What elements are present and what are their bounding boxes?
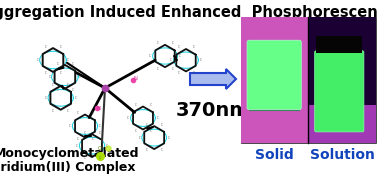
Text: C: C bbox=[170, 58, 172, 62]
Text: C: C bbox=[161, 123, 163, 127]
Text: C: C bbox=[84, 131, 85, 135]
FancyBboxPatch shape bbox=[314, 51, 364, 132]
Text: C: C bbox=[178, 71, 180, 75]
Bar bbox=[308, 105, 376, 143]
Text: C: C bbox=[135, 103, 136, 107]
Text: C: C bbox=[138, 136, 140, 140]
Text: C: C bbox=[150, 103, 151, 107]
Text: C: C bbox=[59, 45, 61, 49]
Text: C: C bbox=[99, 157, 101, 161]
Text: Ir: Ir bbox=[106, 87, 110, 92]
Text: C: C bbox=[91, 111, 93, 115]
FancyBboxPatch shape bbox=[247, 40, 301, 110]
Text: C: C bbox=[127, 116, 129, 120]
Text: Cl: Cl bbox=[98, 146, 102, 150]
Text: Solution: Solution bbox=[310, 148, 375, 162]
Text: C: C bbox=[106, 144, 108, 148]
Text: C: C bbox=[91, 137, 93, 141]
Text: C: C bbox=[67, 83, 69, 87]
Text: C: C bbox=[79, 75, 81, 79]
Text: C: C bbox=[45, 96, 47, 100]
Text: C: C bbox=[146, 148, 148, 152]
Text: C: C bbox=[192, 45, 194, 49]
Text: C: C bbox=[37, 58, 39, 62]
Text: 370nm: 370nm bbox=[176, 101, 250, 120]
Text: C: C bbox=[156, 41, 158, 45]
Text: C: C bbox=[84, 157, 85, 161]
Text: C: C bbox=[52, 109, 54, 113]
Text: N: N bbox=[133, 75, 137, 81]
Bar bbox=[316, 36, 363, 53]
Text: C: C bbox=[172, 67, 174, 71]
Text: Aggregation Induced Enhanced  Phosphorescence: Aggregation Induced Enhanced Phosphoresc… bbox=[0, 5, 378, 20]
Text: C: C bbox=[71, 88, 73, 92]
Text: C: C bbox=[157, 116, 159, 120]
Text: C: C bbox=[59, 71, 61, 75]
Text: C: C bbox=[146, 123, 148, 127]
Text: C: C bbox=[45, 71, 46, 75]
Text: C: C bbox=[52, 83, 54, 87]
Text: C: C bbox=[45, 45, 46, 49]
Text: C: C bbox=[149, 54, 151, 58]
Text: C: C bbox=[178, 45, 180, 49]
Text: C: C bbox=[77, 111, 79, 115]
Text: C: C bbox=[67, 58, 69, 62]
Bar bbox=[241, 17, 376, 143]
Text: C: C bbox=[172, 41, 174, 45]
FancyArrow shape bbox=[190, 69, 236, 89]
Text: C: C bbox=[150, 129, 151, 133]
Text: C: C bbox=[71, 62, 73, 66]
Text: C: C bbox=[200, 58, 202, 62]
Text: N: N bbox=[96, 106, 100, 111]
Text: C: C bbox=[67, 109, 69, 113]
Bar bbox=[241, 17, 308, 143]
Bar bbox=[308, 17, 376, 143]
Text: C: C bbox=[192, 71, 194, 75]
Text: Monocyclometalated: Monocyclometalated bbox=[0, 147, 139, 160]
Text: C: C bbox=[69, 124, 71, 128]
Text: C: C bbox=[161, 148, 163, 152]
Text: C: C bbox=[57, 62, 58, 66]
Text: C: C bbox=[135, 129, 136, 133]
Text: Solid: Solid bbox=[255, 148, 294, 162]
Text: C: C bbox=[49, 75, 51, 79]
Text: C: C bbox=[179, 54, 181, 58]
Text: C: C bbox=[99, 131, 101, 135]
Text: C: C bbox=[156, 67, 158, 71]
Text: C: C bbox=[77, 137, 79, 141]
Text: C: C bbox=[57, 88, 58, 92]
Text: C: C bbox=[74, 96, 76, 100]
Text: C: C bbox=[168, 136, 170, 140]
Text: C: C bbox=[99, 124, 101, 128]
Text: C: C bbox=[76, 144, 78, 148]
Text: Iridium(III) Complex: Iridium(III) Complex bbox=[0, 161, 136, 174]
